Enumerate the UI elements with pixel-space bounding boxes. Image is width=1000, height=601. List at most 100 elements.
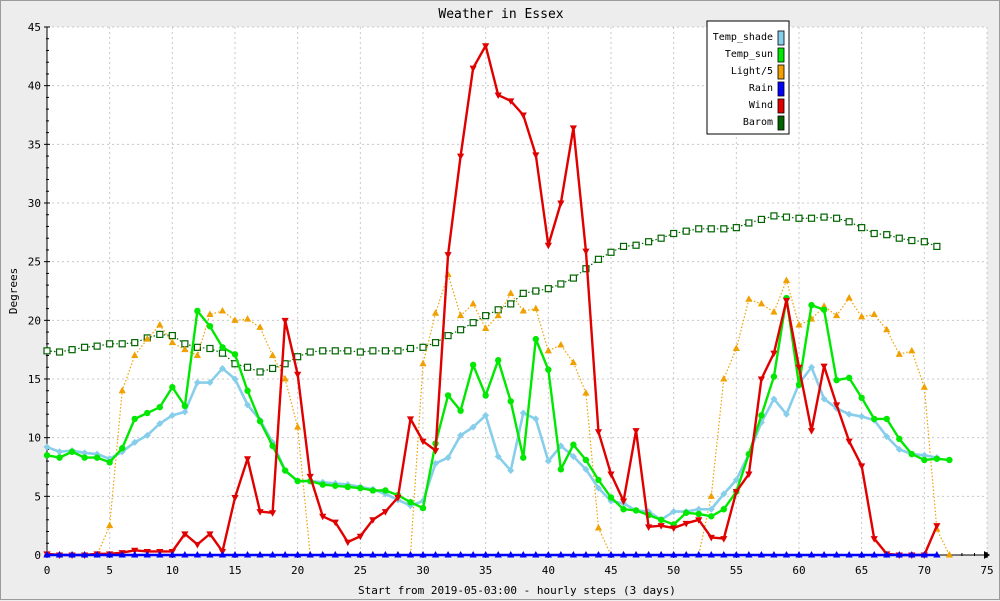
data-point bbox=[281, 317, 289, 325]
data-point bbox=[707, 225, 715, 233]
legend-swatch bbox=[777, 98, 785, 114]
data-point bbox=[607, 471, 615, 479]
data-point bbox=[407, 499, 414, 506]
data-point bbox=[469, 65, 477, 73]
data-point bbox=[444, 252, 452, 259]
data-point bbox=[106, 340, 114, 348]
data-point bbox=[482, 43, 490, 50]
data-point bbox=[143, 335, 151, 342]
data-point bbox=[482, 551, 490, 558]
data-point bbox=[357, 484, 364, 492]
data-point bbox=[557, 280, 565, 288]
data-point bbox=[206, 344, 214, 353]
data-point bbox=[394, 495, 402, 502]
data-point bbox=[820, 363, 828, 371]
data-point bbox=[544, 242, 552, 250]
data-point bbox=[156, 420, 164, 428]
data-point bbox=[319, 551, 327, 558]
data-point bbox=[193, 351, 201, 359]
data-point bbox=[594, 551, 603, 558]
data-point bbox=[845, 374, 853, 382]
data-point bbox=[795, 551, 803, 558]
data-point bbox=[695, 551, 703, 558]
data-point bbox=[406, 551, 415, 558]
x-tick-label: 25 bbox=[354, 564, 367, 577]
data-point bbox=[870, 551, 878, 558]
data-point bbox=[243, 315, 252, 322]
data-point bbox=[833, 402, 841, 409]
data-point bbox=[181, 531, 189, 538]
data-point bbox=[682, 551, 690, 558]
data-point bbox=[908, 346, 916, 354]
y-tick-label: 35 bbox=[28, 138, 41, 151]
data-point bbox=[469, 319, 477, 327]
data-point bbox=[244, 401, 252, 409]
data-point bbox=[131, 339, 139, 347]
data-point bbox=[419, 343, 427, 351]
data-point bbox=[569, 358, 577, 366]
data-point bbox=[544, 285, 552, 293]
data-point bbox=[569, 274, 578, 282]
data-point bbox=[43, 551, 51, 558]
data-point bbox=[256, 368, 264, 376]
data-point bbox=[181, 345, 189, 353]
legend-swatch bbox=[777, 81, 785, 97]
data-point bbox=[807, 428, 816, 435]
data-point bbox=[946, 456, 953, 464]
data-point bbox=[269, 351, 277, 359]
data-point bbox=[231, 375, 239, 383]
data-point bbox=[896, 435, 903, 443]
data-point bbox=[332, 482, 339, 489]
legend-box bbox=[706, 20, 790, 135]
data-point bbox=[732, 224, 740, 232]
legend-label: Wind bbox=[749, 100, 773, 111]
data-point bbox=[732, 344, 740, 351]
data-point bbox=[457, 407, 464, 414]
data-point bbox=[670, 551, 678, 558]
data-point bbox=[519, 306, 527, 314]
data-point bbox=[569, 452, 577, 460]
data-point bbox=[344, 551, 352, 558]
legend-label: Temp_sun bbox=[725, 49, 773, 60]
data-point bbox=[218, 349, 227, 357]
y-tick-label: 40 bbox=[28, 80, 41, 93]
data-point bbox=[720, 490, 728, 498]
data-point bbox=[557, 200, 565, 207]
data-point bbox=[920, 451, 928, 459]
legend-label: Temp_shade bbox=[713, 32, 773, 43]
plot-area bbox=[47, 27, 987, 555]
legend: Temp_shade Temp_sun Light/5 Rain Wind Barom bbox=[706, 20, 790, 135]
x-tick-label: 45 bbox=[604, 564, 617, 577]
data-point bbox=[594, 255, 603, 263]
data-point bbox=[55, 551, 64, 558]
data-point bbox=[106, 459, 113, 466]
data-point bbox=[582, 456, 590, 464]
data-point bbox=[607, 551, 615, 558]
data-point bbox=[845, 438, 853, 446]
data-point bbox=[444, 392, 452, 399]
data-point bbox=[457, 326, 465, 334]
data-point bbox=[782, 551, 791, 558]
data-point bbox=[80, 343, 89, 351]
data-point bbox=[206, 323, 214, 330]
data-point bbox=[883, 231, 891, 239]
data-point bbox=[81, 449, 89, 457]
data-point bbox=[657, 516, 665, 523]
x-tick-label: 50 bbox=[667, 564, 680, 577]
chart-title: Weather in Essex bbox=[438, 7, 563, 22]
data-point bbox=[344, 483, 351, 491]
x-tick-label: 40 bbox=[542, 564, 555, 577]
data-point bbox=[381, 551, 389, 558]
data-point bbox=[770, 212, 778, 220]
data-point bbox=[294, 551, 302, 558]
y-tick-label: 45 bbox=[28, 21, 41, 34]
data-point bbox=[469, 361, 477, 369]
data-point bbox=[770, 373, 778, 380]
data-point bbox=[745, 295, 753, 302]
data-point bbox=[519, 551, 527, 558]
data-point bbox=[695, 505, 703, 513]
data-point bbox=[720, 536, 728, 543]
x-tick-label: 10 bbox=[166, 564, 179, 577]
legend-swatch bbox=[777, 64, 785, 80]
data-point bbox=[331, 347, 339, 355]
